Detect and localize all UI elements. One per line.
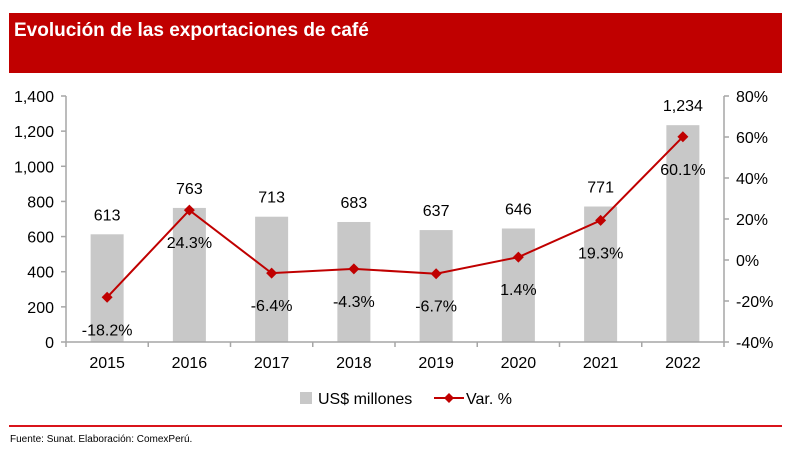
x-axis-tick-label: 2018 — [336, 355, 372, 372]
footer-divider — [9, 425, 782, 427]
right-axis-tick-label: -20% — [736, 294, 773, 311]
left-axis-tick-label: 1,400 — [14, 89, 54, 106]
x-axis-tick-label: 2021 — [583, 355, 619, 372]
var-marker-2018 — [348, 263, 360, 275]
bar-value-label: 713 — [258, 190, 285, 207]
bar-value-label: 683 — [341, 195, 368, 212]
left-axis-tick-label: 400 — [27, 265, 54, 282]
x-axis-tick-label: 2022 — [665, 355, 701, 372]
x-axis-tick-label: 2016 — [172, 355, 208, 372]
bar-value-label: 646 — [505, 201, 532, 218]
var-value-label: -6.4% — [251, 298, 293, 315]
var-value-label: 1.4% — [500, 282, 536, 299]
x-axis-tick-label: 2017 — [254, 355, 290, 372]
title-banner — [9, 13, 782, 73]
bar-2017 — [255, 216, 289, 342]
var-value-label: -18.2% — [82, 322, 133, 339]
right-axis-tick-label: 60% — [736, 130, 768, 147]
var-marker-2022 — [677, 131, 689, 143]
bar-value-label: 1,234 — [663, 98, 703, 115]
var-marker-2019 — [430, 268, 442, 280]
var-marker-2015 — [101, 291, 113, 303]
legend-swatch-bar — [300, 392, 312, 404]
left-axis-tick-label: 600 — [27, 230, 54, 247]
bar-value-label: 637 — [423, 203, 450, 220]
bar-value-label: 613 — [94, 207, 121, 224]
x-axis-tick-label: 2015 — [89, 355, 125, 372]
chart-title: Evolución de las exportaciones de café — [14, 20, 369, 41]
var-marker-2021 — [595, 214, 607, 226]
bar-2015 — [90, 234, 124, 342]
legend-label-bar: US$ millones — [318, 391, 412, 408]
right-axis-tick-label: 20% — [736, 212, 768, 229]
legend-swatch-marker — [444, 393, 454, 403]
bar-value-label: 771 — [587, 180, 614, 197]
var-marker-2016 — [183, 204, 195, 216]
var-value-label: 24.3% — [167, 235, 212, 252]
legend: US$ millones Var. % — [300, 391, 512, 408]
right-axis-tick-label: 40% — [736, 171, 768, 188]
var-marker-2017 — [266, 267, 278, 279]
line-series — [101, 131, 689, 303]
bar-value-label: 763 — [176, 181, 203, 198]
bar-2016 — [172, 207, 206, 342]
bar-2019 — [419, 230, 453, 342]
var-value-label: -4.3% — [333, 294, 375, 311]
bar-series — [90, 125, 700, 342]
var-value-label: 60.1% — [660, 162, 705, 179]
legend-label-line: Var. % — [466, 391, 512, 408]
var-marker-2020 — [512, 251, 524, 263]
bar-2022 — [666, 125, 700, 342]
bar-2021 — [584, 206, 618, 342]
source-note: Fuente: Sunat. Elaboración: ComexPerú. — [10, 434, 193, 445]
left-axis-tick-label: 800 — [27, 194, 54, 211]
x-axis-tick-label: 2019 — [418, 355, 454, 372]
axes: 0 200 400 600 800 1,000 1,200 1,400 -40% -20% 0% 20… — [14, 89, 773, 372]
left-axis-tick-label: 1,200 — [14, 124, 54, 141]
left-axis-tick-label: 0 — [45, 335, 54, 352]
bar-2018 — [337, 221, 371, 342]
right-axis-tick-label: -40% — [736, 335, 773, 352]
data-labels: 613 763 713 683 637 646 771 1,234 -18.2% 24.3% -6.… — [82, 98, 706, 339]
x-axis-tick-label: 2020 — [501, 355, 537, 372]
right-axis-tick-label: 80% — [736, 89, 768, 106]
left-axis-tick-label: 200 — [27, 300, 54, 317]
var-value-label: 19.3% — [578, 245, 623, 262]
var-line — [106, 136, 684, 298]
var-value-label: -6.7% — [415, 299, 457, 316]
right-axis-tick-label: 0% — [736, 253, 759, 270]
left-axis-tick-label: 1,000 — [14, 159, 54, 176]
bar-2020 — [501, 228, 535, 342]
